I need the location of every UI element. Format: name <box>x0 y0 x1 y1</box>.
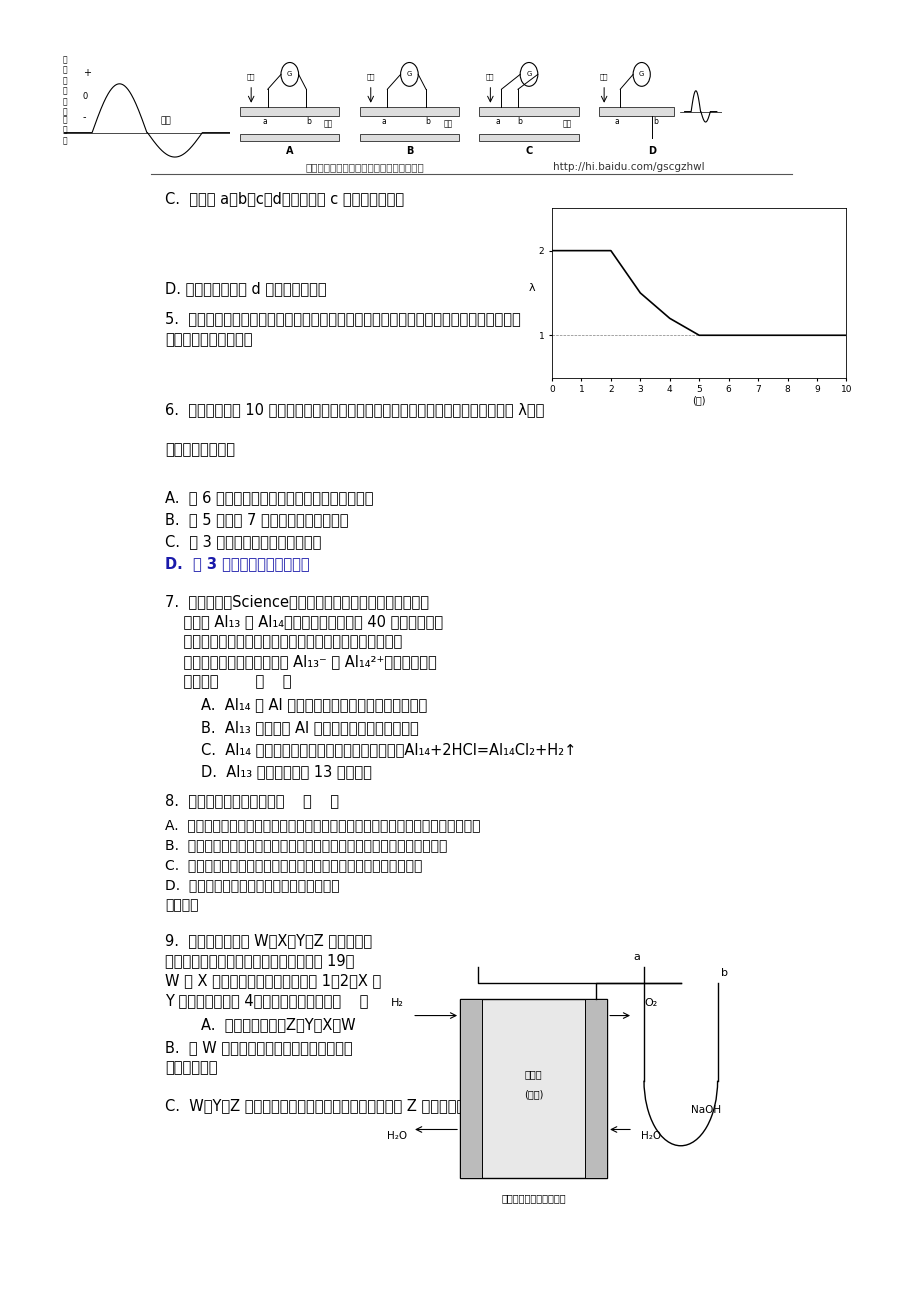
Text: C.  第 3 年的乌鸦种群增长速率最大: C. 第 3 年的乌鸦种群增长速率最大 <box>165 534 321 549</box>
Text: W 和 X 元素原子核的质子数之比为 1：2，X 和: W 和 X 元素原子核的质子数之比为 1：2，X 和 <box>165 974 380 988</box>
FancyBboxPatch shape <box>240 134 339 142</box>
Text: H₂O: H₂O <box>387 1131 407 1142</box>
Text: B: B <box>405 146 413 156</box>
Text: A.  原子半径大小：Z＞Y＞X＞W: A. 原子半径大小：Z＞Y＞X＞W <box>200 1017 355 1032</box>
Text: a: a <box>381 116 386 125</box>
Text: -: - <box>83 112 86 122</box>
Text: B.  Al₁₃ 超原子中 Al 原子间是通过共价键结合的: B. Al₁₃ 超原子中 Al 原子间是通过共价键结合的 <box>200 720 418 734</box>
Text: 刺激: 刺激 <box>599 74 607 81</box>
Text: 光世昌老师高中物理精品资源免费下载地址: 光世昌老师高中物理精品资源免费下载地址 <box>305 163 424 172</box>
Text: C.  Al₁₄ 与稀盐酸反应的化学方程式可表示为：Al₁₄+2HCl=Al₁₄Cl₂+H₂↑: C. Al₁₄ 与稀盐酸反应的化学方程式可表示为：Al₁₄+2HCl=Al₁₄C… <box>200 742 575 756</box>
Text: 6.  某地乌鸦连续 10 年的种群数量增长情况如图所示，后一年的种群数量是前一年的 λ倍，: 6. 某地乌鸦连续 10 年的种群数量增长情况如图所示，后一年的种群数量是前一年… <box>165 402 544 417</box>
Text: D. 甲图中氧浓度为 d 时没有酒精产生: D. 甲图中氧浓度为 d 时没有酒精产生 <box>165 281 326 297</box>
Text: D.  蒸馏时，应使温度计水银球靠近蒸馏烧瓶: D. 蒸馏时，应使温度计水银球靠近蒸馏烧瓶 <box>165 878 339 892</box>
Text: A.  吸滤完毕停止吸滤时，应先拆下连接抽气泵和吸滤瓶的橡皮管，再关闭水龙头。: A. 吸滤完毕停止吸滤时，应先拆下连接抽气泵和吸滤瓶的橡皮管，再关闭水龙头。 <box>165 818 480 832</box>
Text: b: b <box>306 116 311 125</box>
Text: 轴突: 轴突 <box>562 120 572 129</box>
Text: D: D <box>648 146 656 156</box>
FancyBboxPatch shape <box>598 107 674 116</box>
Text: 轴突: 轴突 <box>443 120 452 129</box>
Text: 下列分析正确的是: 下列分析正确的是 <box>165 441 234 457</box>
Text: B.  分液操作时，分液漏斗中的下层液体从下口放出，上层液体从上口倒。: B. 分液操作时，分液漏斗中的下层液体从下口放出，上层液体从上口倒。 <box>165 838 447 852</box>
Text: 出这种膜电位变化的是: 出这种膜电位变化的是 <box>165 332 252 346</box>
FancyBboxPatch shape <box>359 107 459 116</box>
Text: 0: 0 <box>83 92 88 100</box>
Text: 刺激: 刺激 <box>366 74 375 81</box>
Text: A.  Al₁₄ 与 Al 化学性质相似，都具有较强的还原性: A. Al₁₄ 与 Al 化学性质相似，都具有较强的还原性 <box>200 698 426 712</box>
FancyBboxPatch shape <box>584 1000 607 1178</box>
Text: H₂: H₂ <box>391 997 403 1008</box>
Text: 于主族元素的原子，外围电子又称为价电子）时最稳定，: 于主族元素的原子，外围电子又称为价电子）时最稳定， <box>165 634 402 650</box>
Text: 子结构 Al₁₃ 和 Al₁₄。当这类超原子具有 40 个价电子（对: 子结构 Al₁₃ 和 Al₁₄。当这类超原子具有 40 个价电子（对 <box>165 615 443 629</box>
Text: (磷酸): (磷酸) <box>523 1088 543 1099</box>
Text: a: a <box>262 116 267 125</box>
Text: 正确的是        （    ）: 正确的是 （ ） <box>165 674 291 690</box>
Y-axis label: λ: λ <box>528 283 534 293</box>
Text: 刺激: 刺激 <box>246 74 255 81</box>
Text: 电解质: 电解质 <box>524 1069 542 1079</box>
Text: NaOH: NaOH <box>691 1105 720 1116</box>
Text: 刺激: 刺激 <box>485 74 494 81</box>
Text: H₂O: H₂O <box>641 1131 661 1142</box>
FancyBboxPatch shape <box>460 1000 607 1178</box>
Text: C.  萃取操作时，应选择有机萃取剂，且萃取剂的密度必须比水大。: C. 萃取操作时，应选择有机萃取剂，且萃取剂的密度必须比水大。 <box>165 858 422 872</box>
FancyBboxPatch shape <box>359 134 459 142</box>
Text: A: A <box>286 146 293 156</box>
Text: O₂: O₂ <box>644 997 657 1008</box>
Text: D.  第 3 年的乌鸦种群数量最大: D. 第 3 年的乌鸦种群数量最大 <box>165 556 309 572</box>
Text: B.  第 5 年和第 7 年的乌鸦种群数量相同: B. 第 5 年和第 7 年的乌鸦种群数量相同 <box>165 512 348 527</box>
Text: 在质谱仪上可检测到稳定的 Al₁₃⁻ 和 Al₁₄²⁺。下列说法不: 在质谱仪上可检测到稳定的 Al₁₃⁻ 和 Al₁₄²⁺。下列说法不 <box>165 655 437 669</box>
Text: D.  Al₁₃ 表示质子数为 13 的铝原子: D. Al₁₃ 表示质子数为 13 的铝原子 <box>200 764 371 779</box>
Text: 9.  四种短周期元素 W、X、Y、Z 的原子序数: 9. 四种短周期元素 W、X、Y、Z 的原子序数 <box>165 934 371 948</box>
Text: 膜
电
位: 膜 电 位 <box>62 116 67 145</box>
Text: b: b <box>517 116 522 125</box>
FancyBboxPatch shape <box>479 107 578 116</box>
FancyBboxPatch shape <box>460 1000 482 1178</box>
X-axis label: (年): (年) <box>692 396 705 406</box>
Text: a: a <box>632 952 640 962</box>
Text: 膜
电
位
变
化
图: 膜 电 位 变 化 图 <box>62 56 67 116</box>
Text: C: C <box>525 146 532 156</box>
Text: 支管口。: 支管口。 <box>165 898 199 913</box>
Text: C.  W、Y、Z 三种元素形成的气态氧化物中最稳定的是 Z 的气态氧化物: C. W、Y、Z 三种元素形成的气态氧化物中最稳定的是 Z 的气态氧化物 <box>165 1099 473 1113</box>
Text: 8.  下列实验操作不正确的是    （    ）: 8. 下列实验操作不正确的是 （ ） <box>165 793 338 807</box>
FancyBboxPatch shape <box>479 134 578 142</box>
Text: A.  第 6 年以前乌鸦种群数量进行逻辑斯蒂型增长: A. 第 6 年以前乌鸦种群数量进行逻辑斯蒂型增长 <box>165 490 373 505</box>
Text: Y 的电子数之差为 4。下列说法正确的是（    ）: Y 的电子数之差为 4。下列说法正确的是（ ） <box>165 993 368 1008</box>
FancyBboxPatch shape <box>240 107 339 116</box>
Text: http://hi.baidu.com/gscgzhwl: http://hi.baidu.com/gscgzhwl <box>552 163 703 172</box>
Text: G: G <box>406 72 412 77</box>
Text: G: G <box>287 72 292 77</box>
Text: 依次增大，其原子的最外层电子数之和为 19，: 依次增大，其原子的最外层电子数之和为 19， <box>165 953 354 969</box>
Text: 其熔沸点很高: 其熔沸点很高 <box>165 1061 217 1075</box>
Text: a: a <box>614 116 618 125</box>
Text: b: b <box>425 116 430 125</box>
Text: 5.  下图左方为神经纤维受刺激后所测得的膜电位变化图，则右方四种测量方式图中，能测: 5. 下图左方为神经纤维受刺激后所测得的膜电位变化图，则右方四种测量方式图中，能… <box>165 311 520 327</box>
Text: G: G <box>639 72 643 77</box>
Text: a: a <box>495 116 500 125</box>
Text: b: b <box>720 969 728 979</box>
Text: B.  由 W 元素形成的单质一定是原子晶体，: B. 由 W 元素形成的单质一定是原子晶体， <box>165 1040 352 1056</box>
Text: +: + <box>83 68 91 78</box>
Text: G: G <box>526 72 531 77</box>
Text: b: b <box>652 116 657 125</box>
Text: 时间: 时间 <box>161 117 172 125</box>
Text: 含金属催化剂的多孔电极: 含金属催化剂的多孔电极 <box>501 1193 565 1203</box>
Text: 7.  科学家在《Science》上发表论文，宣布发现了铝的超原: 7. 科学家在《Science》上发表论文，宣布发现了铝的超原 <box>165 594 428 609</box>
Text: 轴突: 轴突 <box>323 120 333 129</box>
Text: C.  甲图的 a、b、c、d四个浓度中 c 是最适合贮藏的: C. 甲图的 a、b、c、d四个浓度中 c 是最适合贮藏的 <box>165 191 403 206</box>
